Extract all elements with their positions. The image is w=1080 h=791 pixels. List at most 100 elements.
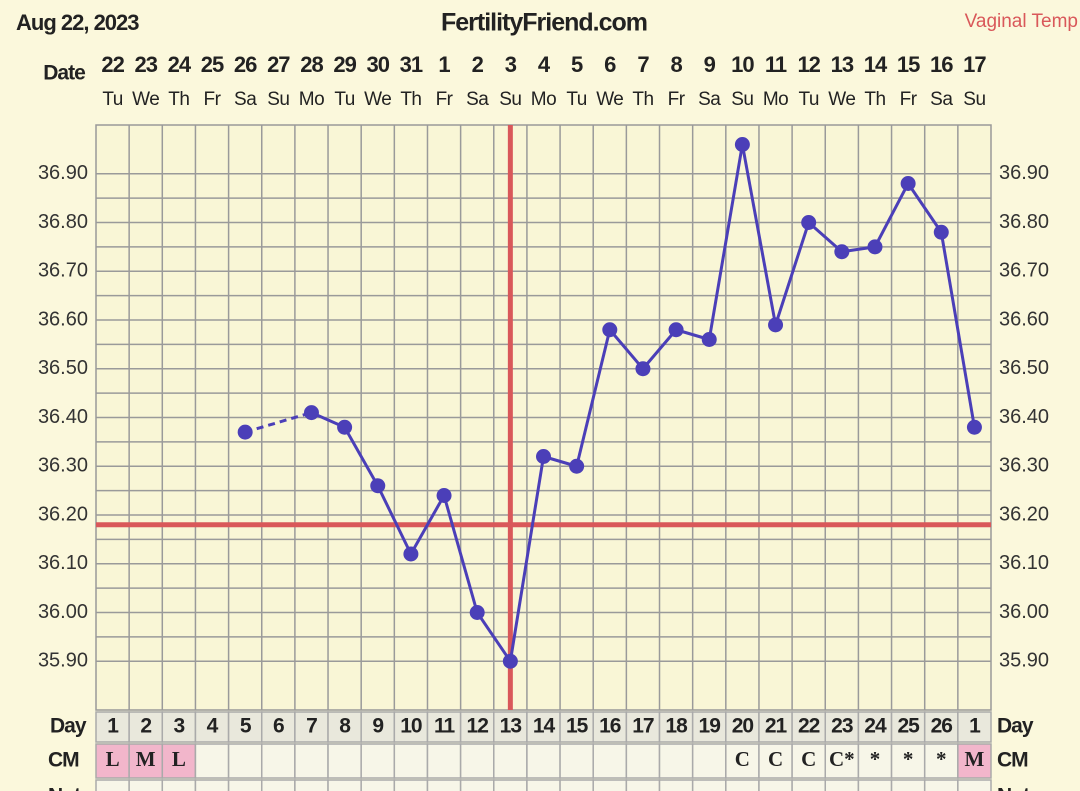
cm-cell: [128, 743, 164, 779]
date-label: 23: [134, 52, 157, 77]
date-label: 12: [797, 52, 820, 77]
notes-cell: [791, 779, 827, 791]
temp-point: [734, 137, 750, 152]
y-tick-label: 35.90: [38, 650, 88, 672]
notes-cell: [393, 779, 429, 791]
y2-tick-label: 36.10: [999, 552, 1049, 574]
line-segment: [707, 144, 744, 340]
cm-cell: [857, 743, 893, 779]
cm-cell: [625, 743, 661, 779]
cm-cell: [658, 743, 694, 779]
day-value: 3: [174, 715, 185, 738]
temp-point: [469, 605, 485, 620]
weekday-label: Mo: [763, 89, 788, 110]
temp-point: [536, 449, 551, 464]
notes-cell: [857, 779, 893, 791]
day-cell: [691, 711, 727, 743]
day-cell: [161, 711, 197, 743]
temp-point: [834, 244, 850, 260]
y2-tick-label: 36.70: [999, 260, 1049, 282]
weekday-label: Mo: [531, 89, 556, 110]
notes-cell: [227, 779, 263, 791]
day-cell: [824, 711, 860, 743]
date-label: 8: [670, 52, 682, 77]
cm-row-label-right: CM: [997, 749, 1028, 772]
y-tick-label: 36.60: [38, 308, 88, 330]
weekday-label: Th: [864, 89, 885, 110]
temp-point: [370, 478, 386, 494]
notes-cell: [890, 779, 926, 791]
y2-tick-label: 36.00: [999, 601, 1049, 623]
cm-value: *: [936, 747, 947, 771]
line-segment: [508, 456, 545, 662]
weekday-label: Su: [267, 89, 289, 110]
cm-cell: [725, 743, 760, 779]
day-row-label: Day: [50, 715, 87, 738]
notes-row-label: Notes: [48, 785, 102, 791]
cm-cell: [493, 743, 528, 779]
notes-cell: [426, 779, 462, 791]
line-segment: [740, 144, 778, 326]
y-tick-label: 36.50: [38, 357, 88, 379]
notes-cell: [360, 779, 396, 791]
y-tick-label: 36.90: [38, 162, 88, 184]
date-label: 14: [864, 52, 888, 77]
notes-cell: [161, 779, 197, 791]
day-value: 19: [699, 715, 721, 738]
cm-value: M: [136, 747, 156, 771]
line-segment: [475, 611, 512, 663]
temp-point: [867, 239, 883, 255]
day-value: 4: [207, 715, 219, 738]
day-value: 7: [306, 715, 317, 738]
cm-row-label: CM: [48, 749, 79, 772]
temp-point: [668, 322, 684, 338]
notes-cell: [95, 779, 130, 791]
line-segment: [641, 328, 678, 370]
day-value: 14: [533, 715, 556, 738]
y2-tick-label: 36.50: [999, 357, 1049, 379]
temp-point: [768, 317, 784, 333]
notes-cell: [957, 779, 992, 791]
y-tick-label: 36.70: [38, 260, 88, 282]
x-label: Date: [43, 62, 85, 85]
day-value: 23: [831, 715, 853, 738]
date-label: 30: [367, 52, 390, 77]
day-value: 2: [140, 715, 151, 738]
day-value: 6: [273, 715, 284, 738]
day-cell: [426, 711, 462, 743]
line-segment: [343, 426, 380, 487]
weekday-label: Fr: [668, 89, 686, 110]
y2-tick-label: 36.80: [999, 211, 1049, 233]
notes-cell: [625, 779, 661, 791]
y-tick-label: 36.00: [38, 601, 88, 623]
cm-cell: [559, 743, 594, 779]
weekday-label: Tu: [798, 89, 818, 110]
weekday-label: Fr: [436, 89, 454, 110]
date-label: 10: [731, 52, 754, 77]
date-label: 27: [267, 52, 290, 77]
weekday-label: Th: [168, 89, 189, 110]
date-label: 11: [765, 52, 787, 77]
cm-cell: [526, 743, 561, 779]
notes-cell: [260, 779, 296, 791]
cm-value: C: [735, 747, 750, 771]
cm-cell: [327, 743, 362, 779]
cm-value: L: [172, 747, 186, 771]
line-segment: [575, 329, 612, 467]
day-value: 24: [864, 715, 887, 738]
notes-cell: [128, 779, 164, 791]
day-cell: [758, 711, 793, 743]
cm-cell: [294, 743, 329, 779]
notes-cell: [194, 779, 230, 791]
y-tick-label: 36.80: [38, 211, 88, 233]
notes-cell: [658, 779, 694, 791]
date-label: 13: [831, 52, 854, 77]
day-value: 20: [732, 715, 754, 738]
line-segment: [409, 494, 446, 555]
y2-tick-label: 36.90: [999, 162, 1049, 184]
cm-cell: [592, 743, 628, 779]
chart-title: FertilityFriend.com: [441, 9, 647, 37]
day-value: 21: [765, 715, 788, 738]
temp-point: [337, 419, 353, 435]
day-value: 9: [372, 715, 383, 738]
